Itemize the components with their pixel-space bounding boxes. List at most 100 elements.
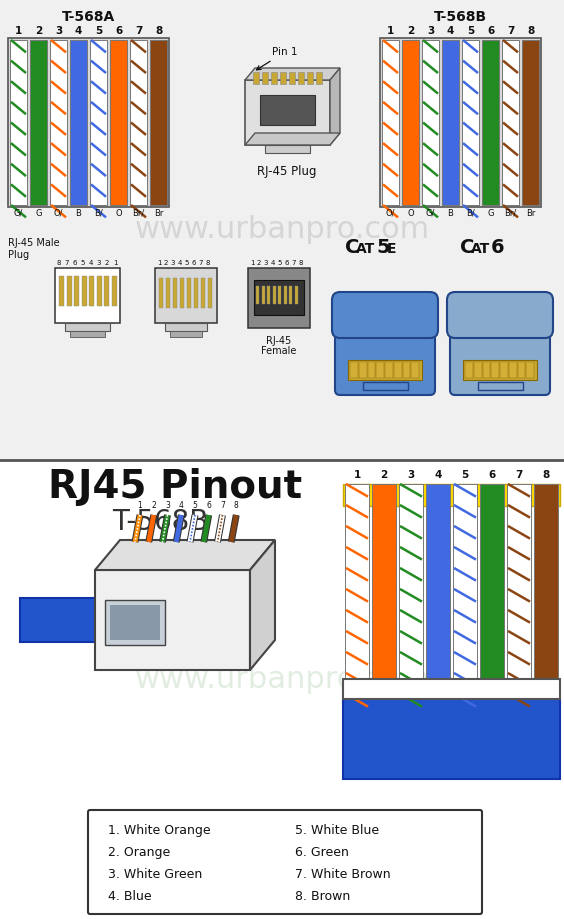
Bar — [155, 268, 217, 323]
Bar — [105, 600, 165, 645]
Bar — [348, 360, 422, 380]
Bar — [509, 362, 517, 378]
Bar — [463, 360, 537, 380]
Bar — [59, 276, 64, 306]
Text: 2: 2 — [407, 26, 414, 36]
Text: 2. Orange: 2. Orange — [108, 846, 170, 859]
Text: 6: 6 — [192, 260, 196, 266]
Text: 5: 5 — [278, 260, 282, 266]
Bar — [55, 268, 120, 323]
Bar — [350, 362, 358, 378]
Text: 8: 8 — [527, 26, 534, 36]
Text: 1: 1 — [15, 26, 22, 36]
Text: 5: 5 — [185, 260, 189, 266]
Polygon shape — [245, 68, 340, 80]
Bar — [272, 286, 275, 304]
FancyBboxPatch shape — [450, 305, 550, 395]
Bar — [343, 484, 560, 506]
Bar — [491, 362, 499, 378]
Text: B/: B/ — [466, 209, 475, 218]
Bar — [0, 0, 564, 458]
Text: 6: 6 — [487, 26, 494, 36]
Bar — [150, 40, 167, 205]
Bar — [74, 276, 79, 306]
Bar — [0, 230, 564, 460]
Text: 2: 2 — [257, 260, 261, 266]
Bar — [96, 276, 102, 306]
Text: 8: 8 — [299, 260, 303, 266]
Bar — [89, 276, 94, 306]
Text: Pin 1: Pin 1 — [257, 47, 298, 70]
Text: 4: 4 — [75, 26, 82, 36]
Text: 5: 5 — [95, 26, 102, 36]
Text: 3: 3 — [55, 26, 62, 36]
Text: 3: 3 — [407, 470, 415, 480]
Text: G/: G/ — [426, 209, 435, 218]
Bar — [343, 679, 560, 699]
Text: 1: 1 — [113, 260, 117, 266]
Text: 6: 6 — [491, 238, 505, 257]
Bar — [180, 278, 184, 308]
Bar — [422, 40, 439, 205]
Bar — [166, 278, 170, 308]
Text: Female: Female — [261, 346, 297, 356]
Bar — [267, 286, 270, 304]
Bar — [359, 362, 367, 378]
Text: 3. White Green: 3. White Green — [108, 868, 202, 881]
Bar — [70, 40, 87, 205]
Bar — [289, 72, 295, 84]
Bar — [262, 72, 268, 84]
Bar — [65, 323, 110, 331]
Bar — [343, 699, 560, 779]
Bar — [8, 38, 169, 207]
Text: Br: Br — [154, 209, 163, 218]
Text: RJ-45 Plug: RJ-45 Plug — [257, 165, 317, 178]
Text: 1: 1 — [387, 26, 394, 36]
Bar — [260, 95, 315, 125]
Text: 5: 5 — [467, 26, 474, 36]
Text: 6: 6 — [285, 260, 289, 266]
Bar — [289, 286, 292, 304]
Text: Br/: Br/ — [133, 209, 144, 218]
FancyBboxPatch shape — [335, 305, 435, 395]
Text: 5: 5 — [192, 501, 197, 510]
Text: 1: 1 — [354, 470, 360, 480]
Text: 8: 8 — [543, 470, 550, 480]
Bar — [278, 286, 281, 304]
Bar — [208, 278, 212, 308]
Bar — [90, 40, 107, 205]
Text: O/: O/ — [54, 209, 63, 218]
Bar — [20, 598, 105, 642]
Text: 2: 2 — [35, 26, 42, 36]
Bar — [280, 72, 286, 84]
Bar — [478, 382, 522, 390]
Bar — [256, 286, 259, 304]
Bar — [534, 484, 558, 694]
Text: 5: 5 — [376, 238, 390, 257]
FancyBboxPatch shape — [447, 292, 553, 338]
Bar — [480, 484, 504, 694]
Bar — [411, 362, 419, 378]
Bar — [307, 72, 313, 84]
Text: 5: 5 — [81, 260, 85, 266]
Text: 8. Brown: 8. Brown — [295, 890, 350, 903]
Bar — [173, 278, 177, 308]
Bar — [170, 331, 202, 337]
Text: G: G — [35, 209, 42, 218]
Bar — [482, 40, 499, 205]
Bar — [0, 460, 564, 919]
Text: AT: AT — [356, 242, 375, 256]
Text: 7: 7 — [199, 260, 203, 266]
Bar — [462, 40, 479, 205]
Text: 4: 4 — [271, 260, 275, 266]
Bar — [248, 268, 310, 328]
Bar — [95, 570, 250, 670]
Text: 3: 3 — [264, 260, 268, 266]
Text: 8: 8 — [234, 501, 239, 510]
Text: 3: 3 — [171, 260, 175, 266]
Text: 3: 3 — [165, 501, 170, 510]
Text: 2: 2 — [164, 260, 168, 266]
Bar — [372, 484, 396, 694]
Bar — [402, 40, 419, 205]
Bar — [112, 276, 117, 306]
